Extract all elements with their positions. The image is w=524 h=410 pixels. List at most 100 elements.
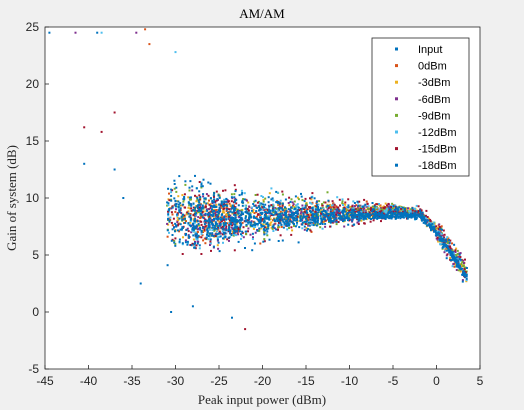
data-point [341,211,344,213]
data-point [167,213,170,216]
data-point [204,225,207,228]
data-point [387,212,390,215]
data-point [204,205,207,208]
data-point [399,217,402,220]
data-point [193,246,196,249]
data-point [202,178,205,181]
data-point [346,206,349,209]
data-point [173,226,175,229]
data-point [209,234,212,236]
data-point [176,216,179,219]
data-point [420,217,423,220]
data-point [362,211,365,214]
data-point [297,206,300,209]
data-point [299,216,302,219]
data-point [392,205,395,208]
data-point [235,228,238,231]
data-point [324,225,327,228]
data-point [440,234,443,237]
data-point [360,215,363,218]
data-point [259,220,262,223]
data-point [339,218,342,221]
legend-label: -9dBm [418,110,450,122]
data-point [287,216,290,218]
data-point [384,202,387,205]
data-point [194,174,196,177]
data-point [183,193,186,196]
data-point [228,211,230,214]
data-point [317,219,319,222]
data-point [284,198,287,201]
data-point [326,205,329,207]
data-point [329,225,332,228]
data-point [314,220,317,222]
data-point [388,208,391,211]
data-point [307,223,310,225]
data-point [364,216,367,219]
legend-label: -18dBm [418,160,457,172]
data-point [234,216,237,219]
data-point [236,208,239,211]
data-point [314,216,316,219]
data-point [241,204,244,207]
data-point [326,216,329,219]
data-point [262,196,264,199]
data-point [343,225,346,228]
data-point [386,209,389,212]
data-point [395,215,398,218]
data-point [194,213,197,216]
data-point [200,230,203,233]
data-point [253,216,255,218]
data-point [290,211,293,214]
data-point [402,216,405,219]
data-point [200,186,203,189]
data-point [233,184,236,187]
data-point [310,217,313,220]
data-point [309,229,312,232]
data-point [329,203,332,206]
data-point [353,202,356,204]
data-point [421,219,423,222]
data-point [233,218,236,221]
data-point [184,241,187,244]
data-point [246,212,249,215]
data-point [202,206,205,209]
data-point [212,245,215,248]
data-point [173,179,176,182]
data-point [264,215,267,218]
data-point [315,214,318,216]
data-point [208,212,211,215]
data-point [188,204,191,207]
data-point [316,223,319,226]
outlier-point [244,328,247,331]
data-point [223,211,226,214]
data-point [390,206,392,208]
data-point [303,228,306,231]
data-point [183,214,186,217]
data-point [281,190,284,193]
data-point [255,215,258,218]
data-point [446,247,449,249]
data-point [277,213,280,216]
data-point [366,202,369,205]
data-point [192,213,195,216]
data-point [327,204,330,207]
data-point [215,203,218,206]
data-point [216,210,219,213]
legend-label: -3dBm [418,77,450,89]
data-point [266,212,269,214]
data-point [284,211,286,214]
data-point [222,189,224,192]
data-point [204,197,207,200]
data-point [227,214,230,217]
data-point [277,204,279,207]
data-point [451,249,454,252]
data-point [200,236,203,239]
data-point [376,203,379,206]
data-point [177,195,180,198]
data-point [218,196,221,199]
data-point [427,219,430,222]
data-point [389,212,392,215]
data-point [226,211,229,214]
data-point [209,217,211,220]
